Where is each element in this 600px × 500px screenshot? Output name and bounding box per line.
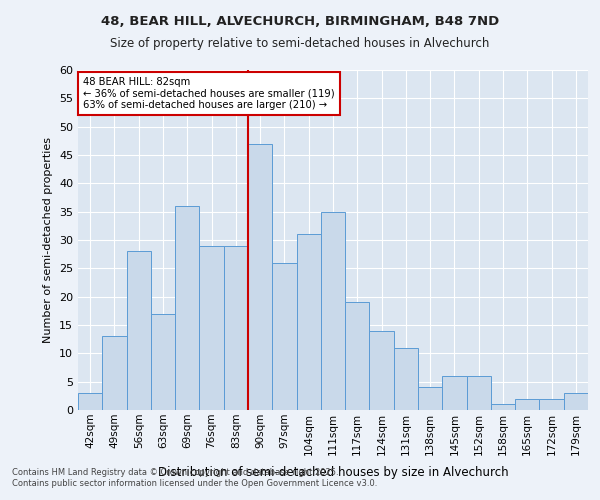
Text: 48, BEAR HILL, ALVECHURCH, BIRMINGHAM, B48 7ND: 48, BEAR HILL, ALVECHURCH, BIRMINGHAM, B…: [101, 15, 499, 28]
Bar: [78, 393, 102, 410]
Bar: [539, 398, 564, 410]
Bar: [248, 144, 272, 410]
Bar: [394, 348, 418, 410]
Bar: [127, 252, 151, 410]
X-axis label: Distribution of semi-detached houses by size in Alvechurch: Distribution of semi-detached houses by …: [158, 466, 508, 479]
Bar: [418, 388, 442, 410]
Bar: [199, 246, 224, 410]
Bar: [296, 234, 321, 410]
Bar: [442, 376, 467, 410]
Bar: [272, 262, 296, 410]
Bar: [345, 302, 370, 410]
Bar: [321, 212, 345, 410]
Bar: [467, 376, 491, 410]
Bar: [102, 336, 127, 410]
Bar: [564, 393, 588, 410]
Bar: [515, 398, 539, 410]
Y-axis label: Number of semi-detached properties: Number of semi-detached properties: [43, 137, 53, 343]
Bar: [175, 206, 199, 410]
Bar: [151, 314, 175, 410]
Bar: [224, 246, 248, 410]
Bar: [370, 330, 394, 410]
Text: Contains HM Land Registry data © Crown copyright and database right 2025.
Contai: Contains HM Land Registry data © Crown c…: [12, 468, 377, 487]
Text: 48 BEAR HILL: 82sqm
← 36% of semi-detached houses are smaller (119)
63% of semi-: 48 BEAR HILL: 82sqm ← 36% of semi-detach…: [83, 77, 335, 110]
Text: Size of property relative to semi-detached houses in Alvechurch: Size of property relative to semi-detach…: [110, 38, 490, 51]
Bar: [491, 404, 515, 410]
